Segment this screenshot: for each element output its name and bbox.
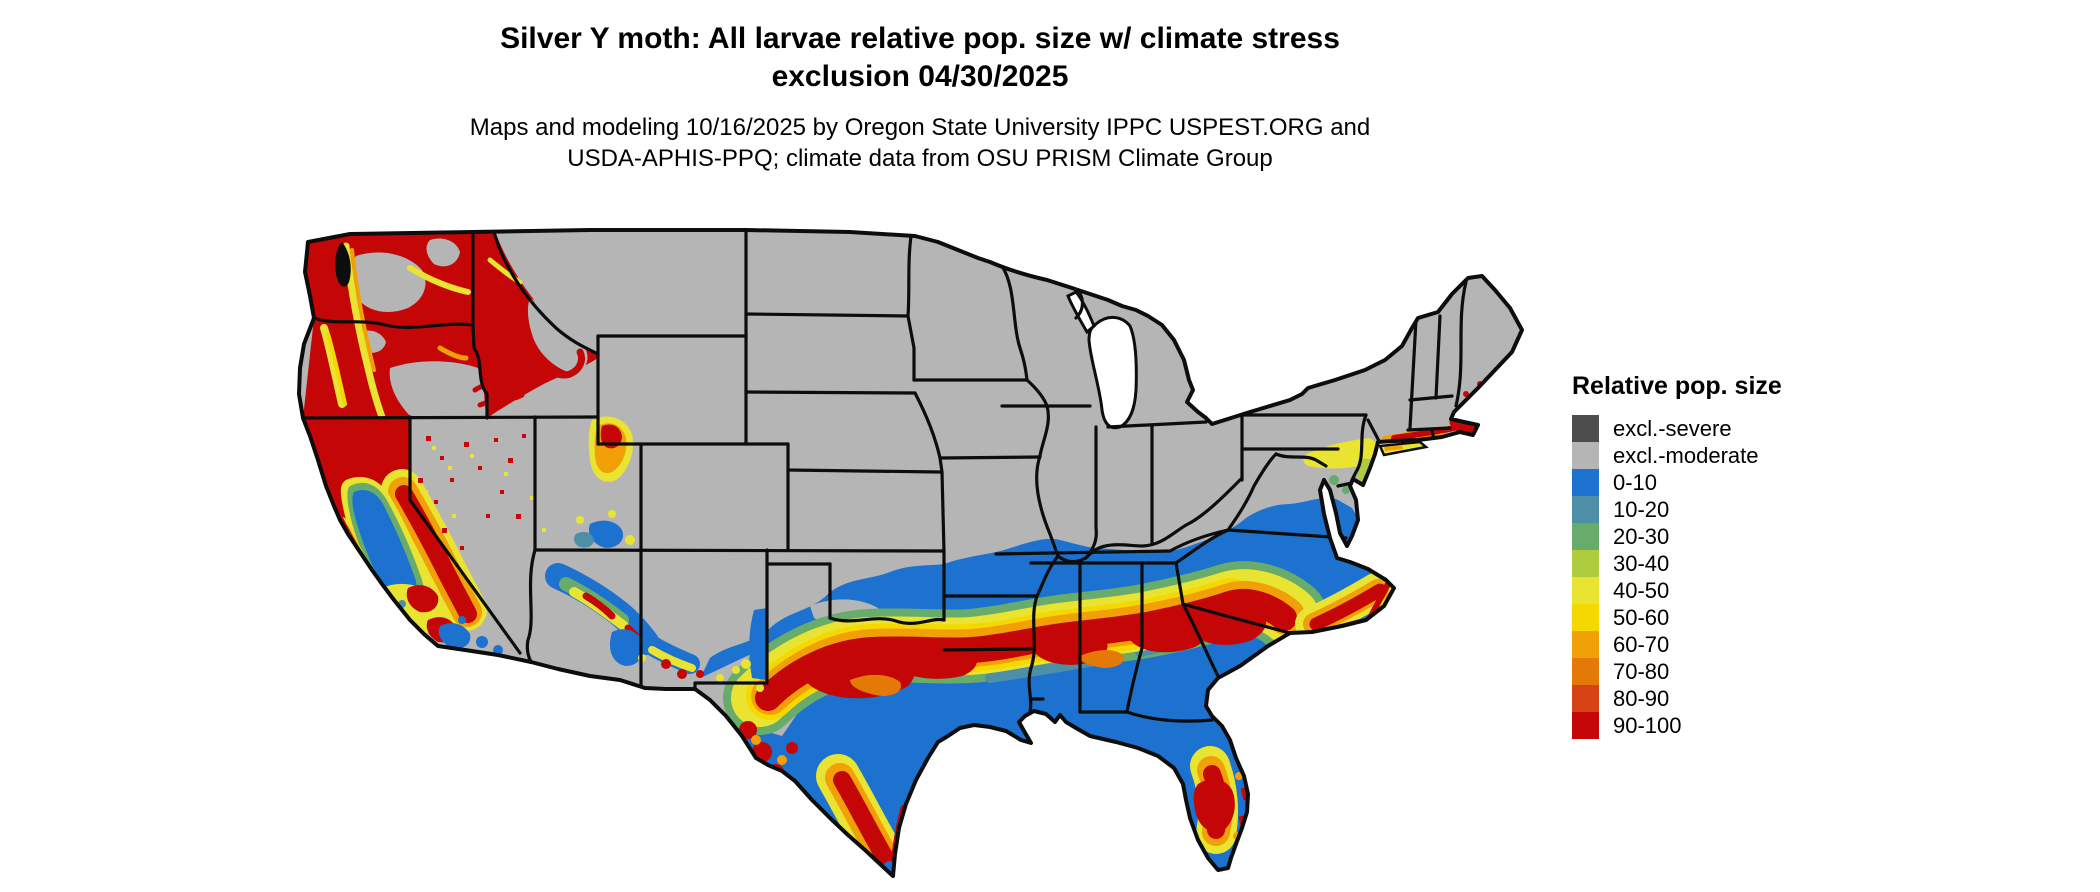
legend-item: 40-50 xyxy=(1572,577,1832,604)
legend-label: 30-40 xyxy=(1613,551,1670,576)
legend-item: 30-40 xyxy=(1572,550,1832,577)
legend-label: 90-100 xyxy=(1613,713,1682,738)
map-header: Silver Y moth: All larvae relative pop. … xyxy=(0,20,1840,174)
legend-label: 0-10 xyxy=(1613,470,1658,495)
legend-item: 20-30 xyxy=(1572,523,1832,550)
legend-swatch-50-60 xyxy=(1572,604,1599,631)
legend-item: excl.-moderate xyxy=(1572,442,1832,469)
legend-label: 50-60 xyxy=(1613,605,1670,630)
legend-label: excl.-severe xyxy=(1613,416,1732,441)
legend-label: 20-30 xyxy=(1613,524,1670,549)
heat-layers xyxy=(303,232,1483,876)
legend-label: 40-50 xyxy=(1613,578,1670,603)
legend-swatch-10-20 xyxy=(1572,496,1599,523)
map-title: Silver Y moth: All larvae relative pop. … xyxy=(500,22,1340,93)
puget-sound xyxy=(335,242,351,287)
us-map xyxy=(297,228,1524,878)
legend-swatch-90-100 xyxy=(1572,712,1599,739)
legend-item: 60-70 xyxy=(1572,631,1832,658)
legend-item: 10-20 xyxy=(1572,496,1832,523)
legend-swatch-excl-severe xyxy=(1572,415,1599,442)
legend-item: 70-80 xyxy=(1572,658,1832,685)
legend-item: 0-10 xyxy=(1572,469,1832,496)
map-subtitle: Maps and modeling 10/16/2025 by Oregon S… xyxy=(469,114,1371,172)
legend-title: Relative pop. size xyxy=(1572,372,1782,400)
state-borders xyxy=(301,230,1468,723)
legend-label: 10-20 xyxy=(1613,497,1670,522)
legend-swatch-0-10 xyxy=(1572,469,1599,496)
long-island xyxy=(1378,440,1429,457)
legend-item: 90-100 xyxy=(1572,712,1832,739)
legend-rows: excl.-severe excl.-moderate 0-10 10-20 20-30… xyxy=(1572,415,1832,739)
legend-swatch-excl-moderate xyxy=(1572,442,1599,469)
legend-label: 80-90 xyxy=(1613,686,1670,711)
legend-swatch-30-40 xyxy=(1572,550,1599,577)
legend-item: 80-90 xyxy=(1572,685,1832,712)
legend-swatch-20-30 xyxy=(1572,523,1599,550)
long-island-tint xyxy=(1384,445,1403,451)
legend-swatch-70-80 xyxy=(1572,658,1599,685)
legend-label: excl.-moderate xyxy=(1613,443,1759,468)
legend-swatch-80-90 xyxy=(1572,685,1599,712)
us-map-container xyxy=(290,228,1530,888)
legend-label: 70-80 xyxy=(1613,659,1670,684)
legend-label: 60-70 xyxy=(1613,632,1670,657)
legend-item: 50-60 xyxy=(1572,604,1832,631)
legend-swatch-60-70 xyxy=(1572,631,1599,658)
legend-swatch-40-50 xyxy=(1572,577,1599,604)
map-legend: Relative pop. size excl.-severe excl.-mod… xyxy=(1572,372,1832,739)
legend-item: excl.-severe xyxy=(1572,415,1832,442)
